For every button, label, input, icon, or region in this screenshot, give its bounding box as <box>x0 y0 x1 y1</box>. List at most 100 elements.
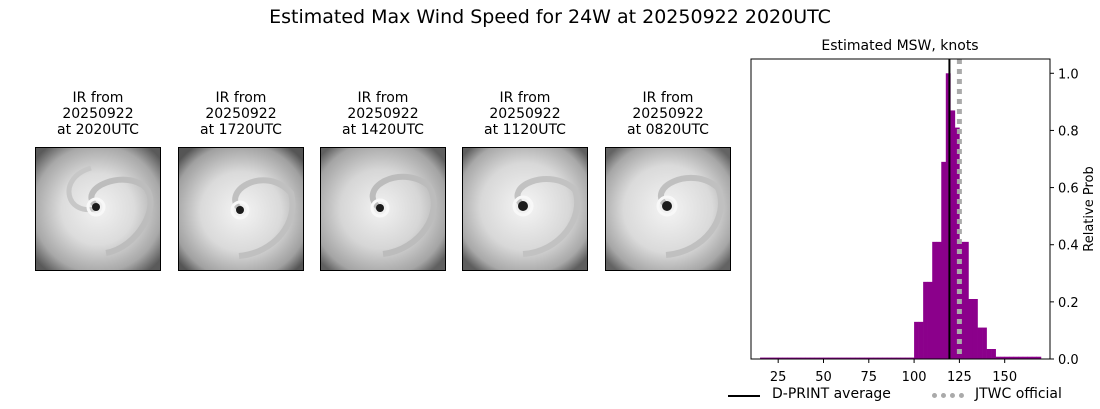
histogram-bar <box>1031 356 1037 359</box>
caption-date: 20250922 <box>632 106 704 122</box>
histogram-bar <box>932 241 938 359</box>
histogram-bar <box>995 356 1001 359</box>
legend-swatch-dprint <box>728 395 760 397</box>
y-tick-label: 0.8 <box>1058 124 1079 139</box>
histogram-bar <box>809 357 815 359</box>
histogram-bar <box>1018 356 1024 359</box>
ir-panel-caption: IR from 20250922 at 2020UTC <box>35 90 161 138</box>
histogram-bar <box>787 357 793 359</box>
y-axis-label: Relative Prob <box>1082 166 1097 251</box>
caption-line: IR from <box>215 90 267 106</box>
histogram-bar <box>778 357 784 359</box>
x-tick-label: 100 <box>902 370 927 385</box>
histogram-bar <box>950 110 956 359</box>
histogram-bar <box>972 299 978 359</box>
caption-line: IR from <box>642 90 694 106</box>
x-axis: 25 50 75 100 125 150 <box>770 359 1017 385</box>
histogram-bar <box>905 357 910 359</box>
histogram-bar <box>991 349 996 359</box>
histogram-bar <box>882 357 888 359</box>
histogram-bar <box>818 357 824 359</box>
histogram-bar <box>773 357 779 359</box>
ir-panel-caption: IR from 20250922 at 0820UTC <box>605 90 731 138</box>
histogram-bar <box>1036 356 1042 359</box>
histogram-bar <box>850 357 856 359</box>
histogram-bar <box>1013 356 1019 359</box>
histogram-bar <box>886 357 892 359</box>
ir-panel-2: IR from 20250922 at 1720UTC <box>178 90 304 271</box>
caption-date: 20250922 <box>347 106 419 122</box>
histogram-bar <box>796 357 802 359</box>
histogram-bar <box>1004 356 1010 359</box>
caption-time: at 2020UTC <box>57 122 139 138</box>
legend-label-jtwc: JTWC official <box>975 386 1062 402</box>
histogram-bar <box>1000 356 1005 359</box>
histogram-bar <box>1022 356 1028 359</box>
ir-satellite-image <box>320 147 446 271</box>
histogram-bar <box>982 327 987 359</box>
ir-panel-1: IR from 20250922 at 2020UTC <box>35 90 161 271</box>
histogram-bar <box>832 357 838 359</box>
ir-satellite-image <box>178 147 304 271</box>
y-tick-label: 1.0 <box>1058 67 1079 82</box>
ir-panel-caption: IR from 20250922 at 1120UTC <box>462 90 588 138</box>
reference-lines-layer <box>948 59 962 359</box>
histogram-bar <box>1027 356 1033 359</box>
histogram-bar <box>814 357 820 359</box>
caption-line: IR from <box>499 90 551 106</box>
histogram-bar <box>927 281 933 359</box>
histogram-bar <box>918 321 924 359</box>
histogram-bar <box>914 321 919 359</box>
histogram-bar <box>823 357 829 359</box>
caption-date: 20250922 <box>205 106 277 122</box>
y-tick-label: 0.2 <box>1058 296 1079 311</box>
histogram-bar <box>760 357 765 359</box>
x-tick-label: 50 <box>815 370 832 385</box>
x-tick-label: 150 <box>992 370 1017 385</box>
histogram-bar <box>963 241 969 359</box>
caption-date: 20250922 <box>489 106 561 122</box>
histogram-bar <box>877 357 883 359</box>
ir-panel-caption: IR from 20250922 at 1720UTC <box>178 90 304 138</box>
y-tick-label: 0.4 <box>1058 239 1079 254</box>
legend-swatch-jtwc <box>932 393 964 398</box>
histogram-bar <box>868 357 874 359</box>
histogram-bar <box>782 357 788 359</box>
caption-time: at 0820UTC <box>627 122 709 138</box>
histogram-bar <box>986 349 992 359</box>
caption-line: IR from <box>357 90 409 106</box>
y-tick-label: 0.0 <box>1058 353 1079 368</box>
x-tick-label: 25 <box>770 370 787 385</box>
chart-title: Estimated MSW, knots <box>821 38 978 54</box>
caption-time: at 1120UTC <box>484 122 566 138</box>
histogram-bar <box>828 357 833 359</box>
histogram-bar <box>764 357 770 359</box>
bars-layer <box>760 73 1042 360</box>
histogram-bar <box>1009 356 1015 359</box>
caption-time: at 1720UTC <box>200 122 282 138</box>
histogram-bar <box>977 327 983 359</box>
ir-panel-caption: IR from 20250922 at 1420UTC <box>320 90 446 138</box>
histogram-bar <box>841 357 847 359</box>
figure-title: Estimated Max Wind Speed for 24W at 2025… <box>269 6 831 28</box>
x-tick-label: 125 <box>947 370 972 385</box>
histogram-bar <box>895 357 901 359</box>
ir-panel-4: IR from 20250922 at 1120UTC <box>462 90 588 271</box>
caption-date: 20250922 <box>62 106 134 122</box>
histogram-bar <box>769 357 774 359</box>
ir-panel-3: IR from 20250922 at 1420UTC <box>320 90 446 271</box>
y-tick-label: 0.6 <box>1058 182 1079 197</box>
ir-satellite-image <box>462 147 588 271</box>
ir-satellite-image <box>35 147 161 271</box>
ir-panel-5: IR from 20250922 at 0820UTC <box>605 90 731 271</box>
legend-label-dprint: D-PRINT average <box>772 386 891 402</box>
histogram-bar <box>936 241 942 359</box>
histogram-bar <box>945 73 951 360</box>
histogram-bar <box>805 357 811 359</box>
histogram-bar <box>864 357 870 359</box>
histogram-bar <box>859 357 865 359</box>
histogram-bar <box>909 357 915 359</box>
histogram-bar <box>891 357 897 359</box>
histogram-bar <box>846 357 851 359</box>
